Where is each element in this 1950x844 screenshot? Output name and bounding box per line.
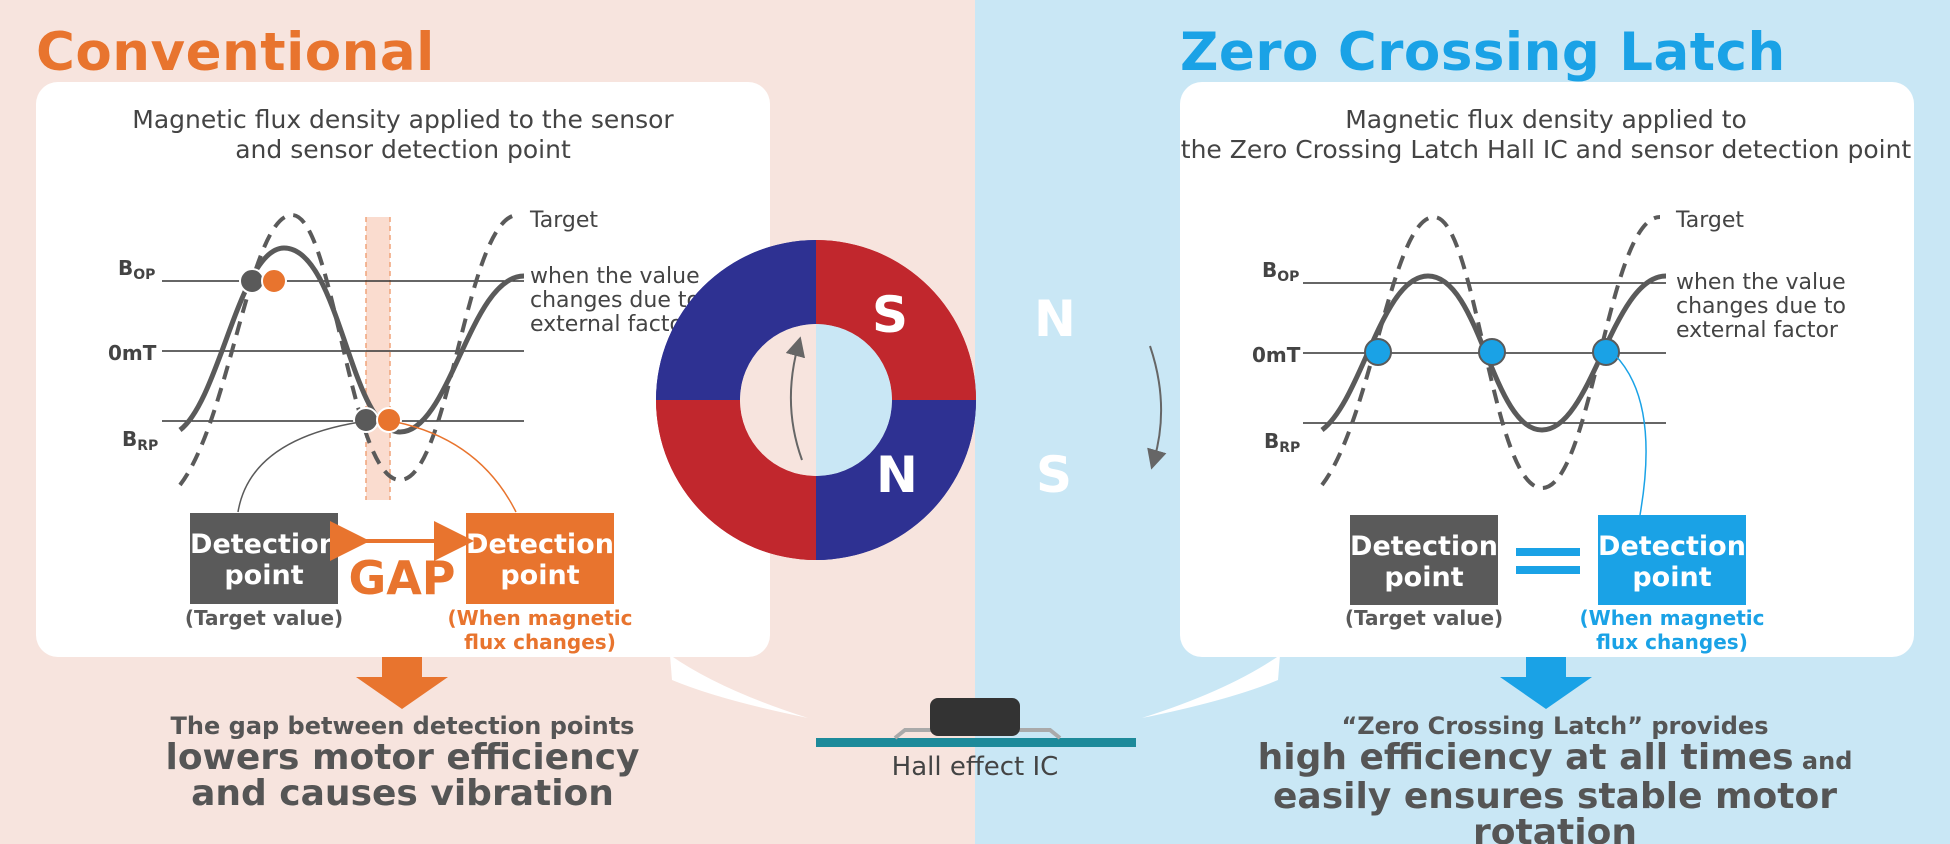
zero-crossing-target-box (1350, 515, 1498, 605)
magnet-letter-top-right: N (1034, 290, 1076, 348)
magnet-letter-top-left: S (872, 286, 909, 344)
conventional-title: Conventional (36, 22, 435, 83)
zero-crossing-heading-line1: Magnetic flux density applied to (1345, 105, 1747, 134)
zero-crossing-shifted-box (1598, 515, 1746, 605)
conventional-heading-line2: and sensor detection point (235, 135, 571, 164)
conventional-legend-external-1: when the value (530, 264, 700, 289)
hall-ic-board (816, 738, 1136, 747)
conventional-conclusion-small: The gap between detection points (170, 712, 635, 740)
conventional-legend-target: Target (529, 208, 598, 233)
conventional-brp-label: BRP (122, 427, 158, 454)
zero-crossing-shifted-caption-2: flux changes) (1596, 630, 1748, 654)
conventional-target-curve (178, 212, 519, 487)
zero-crossing-legend-external-2: changes due to (1676, 294, 1846, 319)
svg-text:point: point (1632, 562, 1711, 593)
svg-text:point: point (224, 560, 303, 591)
zero-crossing-conclusion-big-1: high efficiency at all times (1257, 737, 1794, 778)
svg-text:Detection: Detection (466, 529, 614, 560)
svg-text:Detection: Detection (190, 529, 338, 560)
zero-crossing-dot-3 (1592, 338, 1620, 366)
conventional-down-arrow (356, 657, 448, 709)
zero-crossing-legend-external-1: when the value (1676, 270, 1846, 295)
zero-crossing-conclusion-big-1-row: high efficiency at all times and (1210, 740, 1900, 779)
zero-crossing-legend-external-3: external factor (1676, 318, 1839, 343)
conventional-0mt-label: 0mT (108, 341, 157, 365)
magnet-letter-bottom-right: S (1036, 446, 1073, 504)
rotation-arrow-counterclockwise-icon (785, 336, 806, 461)
zero-crossing-conclusion-small: “Zero Crossing Latch” provides (1341, 712, 1769, 740)
conventional-conclusion-big-1: lowers motor efficiency (165, 737, 640, 778)
conventional-actual-curve (178, 245, 525, 435)
gap-highlight-band (366, 217, 390, 500)
zero-crossing-bop-label: BOP (1262, 258, 1299, 285)
zero-crossing-dot-2 (1478, 338, 1506, 366)
hall-ic-label: Hall effect IC (891, 752, 1059, 782)
zero-crossing-brp-label: BRP (1264, 429, 1300, 456)
conventional-shifted-caption-2: flux changes) (464, 630, 616, 654)
conventional-conclusion-big-2: and causes vibration (191, 773, 614, 814)
conventional-target-caption: (Target value) (185, 606, 343, 630)
svg-text:point: point (500, 560, 579, 591)
zero-crossing-dot-1 (1364, 338, 1392, 366)
zero-crossing-target-caption: (Target value) (1345, 606, 1503, 630)
svg-text:Detection: Detection (1598, 531, 1746, 562)
zero-crossing-heading-line2: the Zero Crossing Latch Hall IC and sens… (1181, 135, 1912, 164)
rotation-arrow-clockwise-icon (1147, 345, 1167, 470)
conventional-target-box (190, 513, 338, 604)
zero-crossing-conclusion: “Zero Crossing Latch” provides high effi… (1210, 712, 1900, 844)
svg-text:Detection: Detection (1350, 531, 1498, 562)
zero-crossing-down-arrow (1500, 657, 1592, 709)
conventional-shifted-dot-bop (261, 268, 287, 294)
equals-sign (1516, 548, 1580, 574)
conventional-conclusion: The gap between detection points lowers … (120, 712, 685, 812)
svg-text:point: point (1384, 562, 1463, 593)
zero-crossing-conclusion-and: and (1793, 747, 1853, 775)
conventional-shifted-dot-brp (376, 407, 402, 433)
zero-crossing-shifted-caption-1: (When magnetic (1580, 606, 1765, 630)
magnet-letter-bottom-left: N (876, 446, 918, 504)
zero-crossing-legend-target: Target (1675, 208, 1744, 233)
conventional-heading-line1: Magnetic flux density applied to the sen… (132, 105, 674, 134)
zero-crossing-panel (1142, 82, 1914, 718)
conventional-shifted-box (466, 513, 614, 604)
conventional-bop-label: BOP (118, 256, 155, 283)
zero-crossing-0mt-label: 0mT (1252, 343, 1301, 367)
conventional-shifted-caption-1: (When magnetic (448, 606, 633, 630)
hall-ic-chip (930, 698, 1020, 736)
conventional-legend-external-2: changes due to (530, 288, 700, 313)
zero-crossing-conclusion-big-2: easily ensures stable motor rotation (1273, 776, 1837, 844)
conventional-legend-external-3: external factor (530, 312, 693, 337)
gap-label: GAP (348, 551, 455, 605)
zero-crossing-title: Zero Crossing Latch (1180, 22, 1786, 83)
